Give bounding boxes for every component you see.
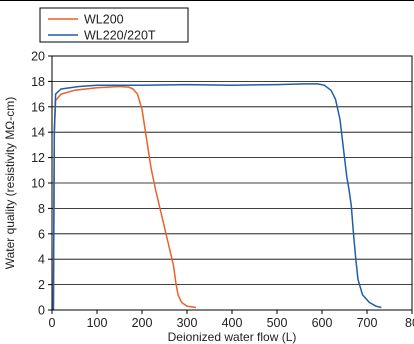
- x-tick-label: 80: [405, 316, 414, 330]
- x-tick-label: 400: [222, 316, 243, 330]
- y-tick-label: 18: [31, 75, 45, 89]
- y-tick-label: 12: [31, 151, 45, 165]
- x-tick-label: 100: [87, 316, 108, 330]
- y-tick-label: 16: [31, 100, 45, 114]
- x-tick-label: 500: [267, 316, 288, 330]
- legend-label-2: WL220/220T: [84, 29, 156, 43]
- y-tick-label: 2: [38, 278, 45, 292]
- x-tick-label: 600: [312, 316, 333, 330]
- x-tick-label: 200: [132, 316, 153, 330]
- x-tick-label: 0: [49, 316, 56, 330]
- y-tick-label: 0: [38, 304, 45, 318]
- y-tick-label: 6: [38, 227, 45, 241]
- legend-box: [39, 7, 189, 43]
- y-tick-label: 8: [38, 202, 45, 216]
- y-axis-label: Water quality (resistivity MΩ-cm): [3, 97, 17, 270]
- x-tick-label: 300: [177, 316, 198, 330]
- grid: [52, 81, 412, 286]
- series-line-1: [52, 85, 197, 311]
- legend: WL200 WL220/220T: [39, 7, 189, 43]
- x-axis-label: Deionized water flow (L): [168, 330, 297, 344]
- y-tick-label: 4: [38, 253, 45, 267]
- series-layer: [52, 83, 382, 311]
- y-tick-label: 20: [31, 50, 45, 64]
- y-tick-label: 14: [31, 126, 45, 140]
- y-tick-label: 10: [31, 177, 45, 191]
- legend-label-1: WL200: [84, 13, 124, 27]
- series-line-2: [52, 83, 382, 311]
- x-tick-label: 700: [357, 316, 378, 330]
